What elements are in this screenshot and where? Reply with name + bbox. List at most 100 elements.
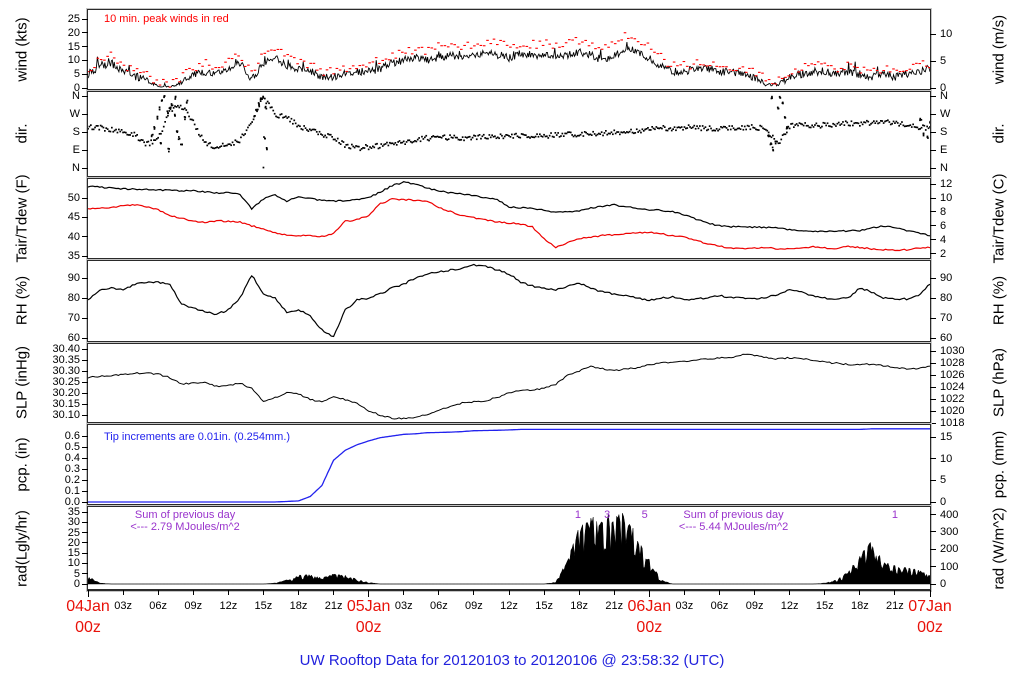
y-tick-label-left: 0 — [73, 578, 80, 590]
radiation-sum-note-line2: <--- 2.79 MJoules/m^2 — [130, 521, 240, 533]
y-tick-right — [930, 566, 936, 568]
y-tick-left — [82, 446, 88, 448]
y-tick-label-left: 5 — [73, 68, 80, 81]
y-tick-label-right: 80 — [940, 292, 953, 304]
y-tick-left — [82, 149, 88, 151]
y-tick-left — [82, 479, 88, 481]
y-tick-label-left: 30.40 — [52, 343, 80, 355]
x-tick-minor — [613, 590, 615, 595]
panel-frame-pcp — [87, 424, 931, 505]
x-tick-minor — [333, 590, 335, 595]
y-tick-right — [930, 531, 936, 533]
y-tick-label-left: E — [72, 144, 80, 156]
y-tick-label-left: 40 — [67, 230, 80, 243]
y-axis-title-left: rad(Lgly/hr) — [13, 509, 31, 587]
y-tick-label-right: 1018 — [940, 417, 965, 429]
y-tick-label-left: 45 — [67, 211, 80, 224]
y-tick-label-left: N — [72, 162, 80, 174]
y-tick-right — [930, 583, 936, 585]
x-tick-label: 06z — [149, 600, 168, 612]
x-tick-minor — [403, 590, 405, 595]
x-tick-minor — [683, 590, 685, 595]
y-tick-left — [82, 73, 88, 75]
radiation-sum-note-line1: Sum of previous day — [683, 509, 784, 521]
x-tick-major — [929, 590, 931, 597]
x-tick-minor — [894, 590, 896, 595]
rh_pct-trace — [88, 263, 930, 338]
y-tick-left — [82, 392, 88, 394]
y-tick-right — [930, 386, 936, 388]
chart-title: UW Rooftop Data for 20120103 to 20120106… — [299, 652, 725, 669]
x-tick-label: 06z — [710, 600, 729, 612]
y-tick-label-left: 35 — [67, 250, 80, 262]
y-tick-right — [930, 149, 936, 151]
y-tick-label-right: N — [940, 162, 948, 174]
x-tick-minor — [438, 590, 440, 595]
y-tick-right — [930, 514, 936, 515]
y-tick-left — [82, 87, 88, 89]
y-tick-right — [930, 167, 936, 169]
y-tick-label-right: 12 — [940, 178, 953, 191]
y-tick-right — [930, 197, 936, 199]
y-tick-right — [930, 410, 936, 412]
y-tick-right — [930, 253, 936, 255]
x-tick-label: 12z — [780, 600, 799, 612]
y-tick-label-right: 300 — [940, 525, 959, 538]
y-tick-left — [82, 435, 88, 437]
y-tick-label-right: 8 — [940, 205, 947, 218]
y-tick-left — [82, 32, 88, 34]
y-tick-left — [82, 552, 88, 554]
y-tick-left — [82, 337, 88, 339]
peak_10min_wind_kts-dots — [88, 32, 930, 88]
y-tick-left — [82, 511, 88, 513]
y-tick-left — [82, 216, 88, 218]
y-tick-label-left: W — [69, 108, 80, 120]
y-tick-label-left: 0.5 — [64, 441, 80, 453]
y-tick-right — [930, 458, 936, 460]
y-tick-label-right: 10 — [940, 452, 953, 465]
y-tick-left — [82, 562, 88, 564]
y-tick-left — [82, 255, 88, 257]
y-tick-label-right: 5 — [940, 474, 947, 487]
slp_inhg-trace — [88, 353, 930, 420]
y-tick-label-right: 2 — [940, 247, 947, 260]
radiation-marker: 1 — [891, 509, 898, 521]
tip-increment-note: Tip increments are 0.01in. (0.254mm.) — [104, 431, 291, 443]
y-tick-label-right: 1026 — [940, 369, 965, 381]
y-tick-label-left: 30 — [67, 516, 80, 529]
y-tick-label-right: 200 — [940, 543, 959, 556]
x-tick-minor — [789, 590, 791, 595]
panel-frame-slp — [87, 343, 931, 423]
y-tick-label-left: 10 — [67, 54, 80, 67]
y-tick-label-left: 30.30 — [52, 365, 80, 377]
x-date-label: 04Jan — [66, 598, 110, 615]
y-tick-label-left: 0 — [73, 82, 80, 94]
wind_direction_deg-dots — [88, 97, 930, 169]
x-tick-minor — [824, 590, 826, 595]
y-tick-right — [930, 362, 936, 364]
x-tick-minor — [508, 590, 510, 595]
x-tick-minor — [473, 590, 475, 595]
x-tick-label: 03z — [114, 600, 132, 612]
y-tick-right — [930, 60, 936, 62]
y-tick-label-left: 30.35 — [52, 354, 80, 366]
x-tick-minor — [227, 590, 229, 595]
x-date-label: 05Jan — [346, 598, 391, 615]
y-tick-left — [82, 236, 88, 238]
x-date-label: 07Jan — [908, 598, 952, 615]
x-tick-label: 03z — [394, 600, 413, 612]
radiation-sum-note-line2: <--- 5.44 MJoules/m^2 — [678, 521, 789, 533]
x-tick-label: 12z — [219, 600, 238, 612]
precip_accum_in-trace — [88, 428, 930, 503]
y-tick-left — [82, 197, 88, 199]
y-tick-left — [82, 370, 88, 372]
radiation-sum-note-line1: Sum of previous day — [134, 509, 236, 521]
y-tick-label-left: 0.4 — [64, 452, 80, 464]
y-tick-label-right: 90 — [940, 272, 953, 284]
y-tick-label-right: S — [940, 126, 948, 138]
x-tick-major — [368, 590, 370, 597]
x-tick-minor — [262, 590, 264, 595]
y-tick-right — [930, 350, 936, 352]
panel-frame-wind — [87, 9, 931, 90]
series-plot-temp — [88, 181, 930, 252]
